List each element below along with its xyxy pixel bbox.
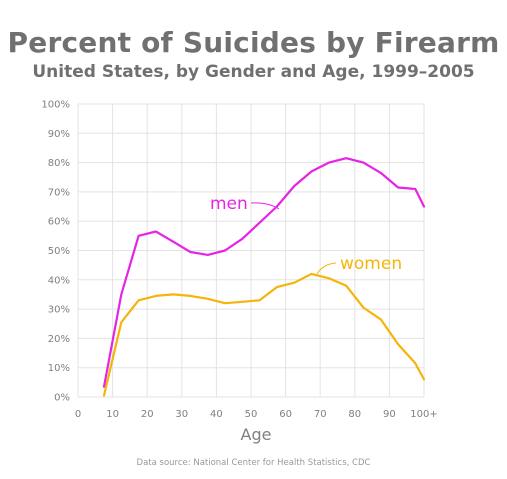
- leader-line-women: [316, 262, 337, 275]
- x-tick-label: 30: [175, 409, 188, 420]
- y-tick-label: 40%: [48, 275, 70, 286]
- chart-subtitle: United States, by Gender and Age, 1999–2…: [32, 62, 475, 82]
- y-tick-label: 60%: [48, 217, 70, 228]
- series-lines: [102, 157, 426, 397]
- chart-title: Percent of Suicides by Firearm: [7, 26, 500, 59]
- y-tick-label: 20%: [48, 334, 70, 345]
- y-tick-label: 80%: [48, 158, 70, 169]
- series-line-women: [102, 272, 426, 397]
- leader-line-men: [250, 202, 280, 210]
- x-axis-label: Age: [241, 425, 272, 444]
- series-line-men: [102, 157, 426, 388]
- x-tick-label: 0: [75, 409, 81, 420]
- x-tick-label: 20: [141, 409, 154, 420]
- series-label-women: women: [340, 254, 402, 274]
- x-tick-label: 90: [383, 409, 396, 420]
- grid: [77, 103, 425, 398]
- data-source-note: Data source: National Center for Health …: [136, 458, 371, 468]
- x-tick-label: 70: [314, 409, 327, 420]
- series-labels: men women: [210, 194, 402, 275]
- y-tick-label: 10%: [48, 363, 70, 374]
- x-tick-label: 10: [106, 409, 119, 420]
- y-axis-ticks: 0% 10% 20% 30% 40% 50% 60% 70% 80% 90% 100%: [41, 100, 70, 404]
- y-tick-label: 90%: [48, 129, 70, 140]
- x-tick-label: 60: [279, 409, 292, 420]
- y-tick-label: 0%: [54, 393, 70, 404]
- x-tick-label: 100+: [410, 409, 437, 420]
- y-tick-label: 100%: [41, 100, 70, 111]
- y-tick-label: 70%: [48, 187, 70, 198]
- x-axis-ticks: 0 10 20 30 40 50 60 70 80 90 100+: [75, 409, 438, 420]
- y-tick-label: 50%: [48, 246, 70, 257]
- series-label-men: men: [210, 194, 248, 214]
- x-tick-label: 50: [245, 409, 258, 420]
- x-tick-label: 40: [210, 409, 223, 420]
- y-tick-label: 30%: [48, 305, 70, 316]
- x-tick-label: 80: [348, 409, 361, 420]
